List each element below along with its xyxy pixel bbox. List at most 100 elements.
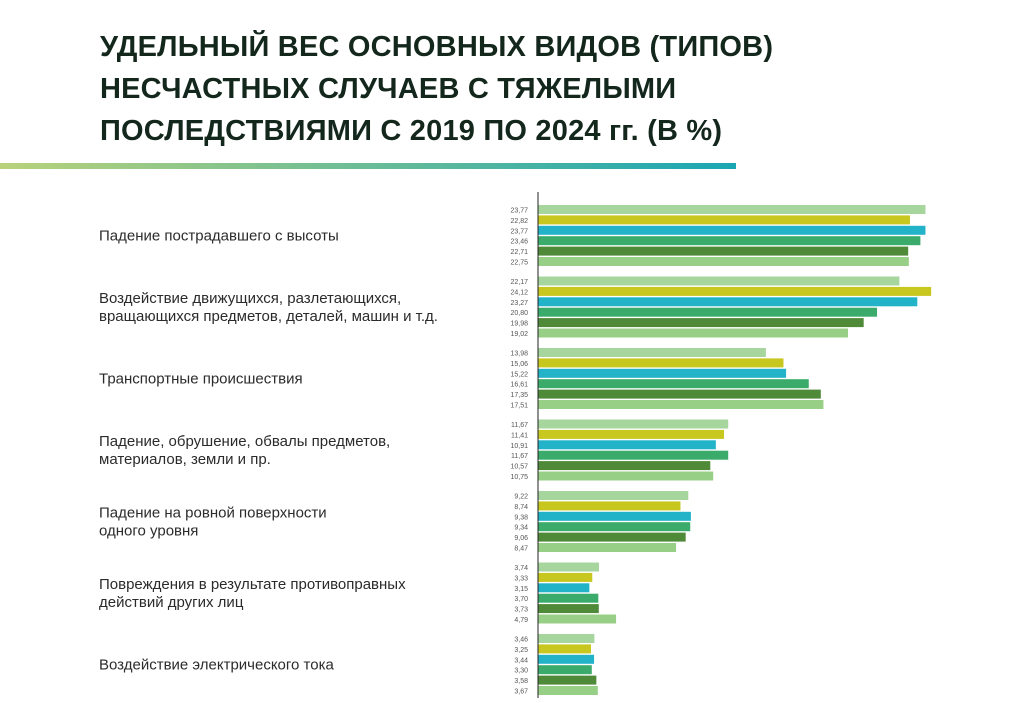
- chart-title-line-1: УДЕЛЬНЫЙ ВЕС ОСНОВНЫХ ВИДОВ (ТИПОВ): [100, 31, 774, 63]
- bar: [538, 246, 909, 256]
- value-label: 19,98: [510, 321, 528, 328]
- category-label: Падение, обрушение, обвалы предметов,: [99, 433, 390, 450]
- bar: [538, 440, 716, 450]
- value-label: 3,33: [514, 575, 528, 582]
- value-label: 24,12: [510, 289, 528, 296]
- bar: [538, 532, 686, 542]
- value-label: 16,61: [510, 382, 528, 389]
- value-label: 23,27: [510, 300, 528, 307]
- value-label: 11,67: [511, 422, 528, 429]
- value-label: 4,79: [514, 617, 528, 624]
- value-label: 3,73: [514, 607, 528, 614]
- value-label: 19,02: [510, 331, 528, 338]
- bar: [538, 491, 689, 500]
- value-label: 3,30: [514, 668, 528, 675]
- value-label: 15,06: [510, 361, 528, 368]
- bar: [538, 450, 729, 460]
- category-label: Падение на ровной поверхности: [99, 505, 327, 522]
- value-label: 22,75: [510, 260, 528, 267]
- bar: [538, 593, 599, 603]
- value-label: 15,22: [510, 371, 528, 378]
- value-label: 20,80: [510, 310, 528, 317]
- bar: [538, 205, 926, 214]
- value-label: 23,77: [510, 228, 528, 235]
- bar: [538, 562, 599, 572]
- value-label: 11,41: [511, 432, 528, 439]
- bar: [538, 654, 595, 664]
- value-label: 9,22: [514, 494, 528, 501]
- chart-title-line-2: НЕСЧАСТНЫХ СЛУЧАЕВ С ТЯЖЕЛЫМИ: [100, 73, 677, 105]
- bar: [538, 348, 766, 357]
- bar: [538, 461, 711, 471]
- value-label: 8,74: [514, 504, 528, 511]
- bar: [538, 328, 849, 338]
- bar: [538, 358, 784, 368]
- bar: [538, 572, 593, 582]
- value-label: 13,98: [510, 351, 528, 358]
- bar: [538, 368, 787, 378]
- value-label: 9,38: [514, 514, 528, 521]
- bar: [538, 583, 590, 593]
- bar: [538, 543, 677, 552]
- bar: [538, 400, 824, 409]
- bar: [538, 644, 591, 654]
- value-label: 10,91: [510, 443, 528, 450]
- value-label: 3,15: [514, 586, 528, 593]
- bar: [538, 634, 595, 643]
- value-label: 8,47: [514, 546, 528, 553]
- value-label: 3,67: [514, 689, 528, 696]
- bar: [538, 389, 821, 399]
- category-label: Воздействие движущихся, разлетающихся,: [99, 290, 401, 307]
- value-label: 3,58: [514, 678, 528, 685]
- value-label: 22,82: [510, 218, 528, 225]
- bar: [538, 236, 921, 246]
- category-label: одного уровня: [99, 523, 198, 540]
- bar: [538, 276, 900, 286]
- category-label: Воздействие электрического тока: [99, 657, 334, 674]
- category-label: вращающихся предметов, деталей, машин и …: [99, 308, 438, 325]
- value-label: 9,34: [514, 525, 528, 532]
- title-underline: [0, 163, 736, 169]
- value-label: 23,46: [510, 239, 528, 246]
- value-label: 17,51: [510, 403, 528, 410]
- value-label: 9,06: [514, 535, 528, 542]
- value-label: 22,17: [510, 279, 528, 286]
- bar: [538, 318, 864, 328]
- category-label: Транспортные происшествия: [99, 371, 303, 388]
- bar: [538, 471, 714, 481]
- bar: [538, 686, 598, 695]
- bar: [538, 511, 691, 521]
- value-label: 3,44: [514, 657, 528, 664]
- category-label: действий других лиц: [99, 594, 244, 611]
- value-label: 10,57: [510, 464, 528, 471]
- value-label: 3,70: [514, 596, 528, 603]
- category-label: Падение пострадавшего с высоты: [99, 228, 339, 245]
- chart-title: УДЕЛЬНЫЙ ВЕС ОСНОВНЫХ ВИДОВ (ТИПОВ) НЕСЧ…: [100, 26, 773, 152]
- value-label: 10,75: [510, 474, 528, 481]
- category-label: материалов, земли и пр.: [99, 451, 271, 468]
- bar: [538, 522, 691, 532]
- bar: [538, 419, 729, 429]
- bar: [538, 675, 597, 685]
- category-label: Повреждения в результате противоправных: [99, 576, 406, 593]
- bar: [538, 429, 724, 439]
- value-label: 11,67: [511, 453, 528, 460]
- value-label: 3,74: [514, 565, 528, 572]
- value-label: 23,77: [510, 208, 528, 215]
- value-label: 22,71: [510, 249, 528, 256]
- value-label: 3,25: [514, 647, 528, 654]
- bar: [538, 665, 592, 675]
- chart-title-line-3: ПОСЛЕДСТВИЯМИ С 2019 ПО 2024 гг. (В %): [100, 115, 723, 147]
- bar: [538, 257, 909, 266]
- bar: [538, 215, 910, 225]
- bar: [538, 225, 926, 235]
- bar: [538, 501, 681, 511]
- bar: [538, 604, 599, 614]
- bar: [538, 614, 617, 624]
- value-label: 17,35: [510, 392, 528, 399]
- bar: [538, 297, 918, 307]
- bar: [538, 286, 932, 296]
- value-label: 3,46: [514, 637, 528, 644]
